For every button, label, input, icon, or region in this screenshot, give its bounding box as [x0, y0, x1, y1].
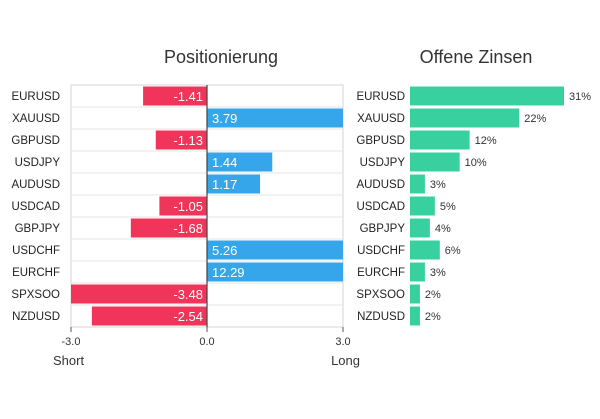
value-label: 1.17 — [212, 177, 237, 192]
value-label: -1.41 — [173, 89, 203, 104]
open-interest-bar — [410, 86, 564, 106]
value-label: 3.79 — [212, 111, 237, 126]
category-label: NZDUSD — [12, 311, 60, 323]
category-label: USDCHF — [12, 245, 60, 257]
value-label: -1.05 — [173, 199, 203, 214]
value-label: -2.54 — [173, 309, 203, 324]
long-bar — [207, 240, 343, 260]
value-label: 5.26 — [212, 243, 237, 258]
long-bar — [207, 174, 261, 194]
open-interest-bar — [410, 262, 425, 282]
percent-label: 6% — [445, 245, 461, 257]
percent-label: 31% — [569, 91, 591, 103]
open-interest-bar — [410, 130, 470, 150]
category-label: USDCHF — [357, 245, 405, 257]
long-bar — [207, 152, 273, 172]
positioning-chart: Positionierung EURUSD -1.41 XAUUSD 3.79 GBPUS… — [11, 47, 360, 368]
category-label: USDJPY — [15, 157, 61, 169]
category-label: EURUSD — [11, 91, 60, 103]
category-label: EURUSD — [356, 91, 405, 103]
value-label: -3.48 — [173, 287, 203, 302]
category-label: AUDUSD — [11, 179, 60, 191]
open-interest-bar — [410, 108, 520, 128]
positioning-title: Positionierung — [164, 47, 278, 67]
short-bar — [71, 284, 207, 304]
category-label: AUDUSD — [356, 179, 405, 191]
category-label: GBPUSD — [11, 135, 60, 147]
category-label: GBPUSD — [356, 135, 405, 147]
open-interest-bar — [410, 306, 420, 326]
open-interest-bar — [410, 284, 420, 304]
percent-label: 22% — [524, 113, 546, 125]
category-label: EURCHF — [12, 267, 60, 279]
percent-label: 12% — [475, 135, 497, 147]
category-label: NZDUSD — [357, 311, 405, 323]
open-interest-bar — [410, 240, 440, 260]
percent-label: 3% — [430, 267, 446, 279]
percent-label: 2% — [425, 289, 441, 301]
percent-label: 3% — [430, 179, 446, 191]
long-axis-label: Long — [331, 353, 360, 368]
x-tick-label: 3.0 — [335, 336, 350, 348]
category-label: SPXSOO — [356, 289, 405, 301]
open-interest-bar — [410, 196, 435, 216]
open-interest-chart: Offene Zinsen EURUSD 31% XAUUSD 22% GBPUSD 12%… — [356, 47, 591, 326]
short-bar — [91, 306, 207, 326]
short-bar — [159, 196, 207, 216]
percent-label: 10% — [465, 157, 487, 169]
category-label: GBPJPY — [15, 223, 61, 235]
short-bar — [130, 218, 207, 238]
open-interest-bar — [410, 152, 460, 172]
category-label: USDJPY — [360, 157, 406, 169]
category-label: XAUUSD — [12, 113, 60, 125]
category-label: EURCHF — [357, 267, 405, 279]
percent-label: 4% — [435, 223, 451, 235]
category-label: SPXSOO — [11, 289, 60, 301]
long-bar — [207, 262, 343, 282]
value-label: 1.44 — [212, 155, 237, 170]
short-axis-label: Short — [53, 353, 84, 368]
x-tick-label: 0.0 — [199, 336, 214, 348]
category-label: GBPJPY — [360, 223, 406, 235]
category-label: XAUUSD — [357, 113, 405, 125]
value-label: -1.68 — [173, 221, 203, 236]
open-interest-bar — [410, 218, 430, 238]
short-bar — [155, 130, 207, 150]
open-interest-bar — [410, 174, 425, 194]
value-label: -1.13 — [173, 133, 203, 148]
percent-label: 2% — [425, 311, 441, 323]
percent-label: 5% — [440, 201, 456, 213]
category-label: USDCAD — [11, 201, 60, 213]
long-bar — [207, 108, 343, 128]
short-bar — [143, 86, 207, 106]
category-label: USDCAD — [356, 201, 405, 213]
x-tick-label: -3.0 — [62, 336, 81, 348]
value-label: 12.29 — [212, 265, 245, 280]
open-interest-title: Offene Zinsen — [420, 47, 533, 67]
